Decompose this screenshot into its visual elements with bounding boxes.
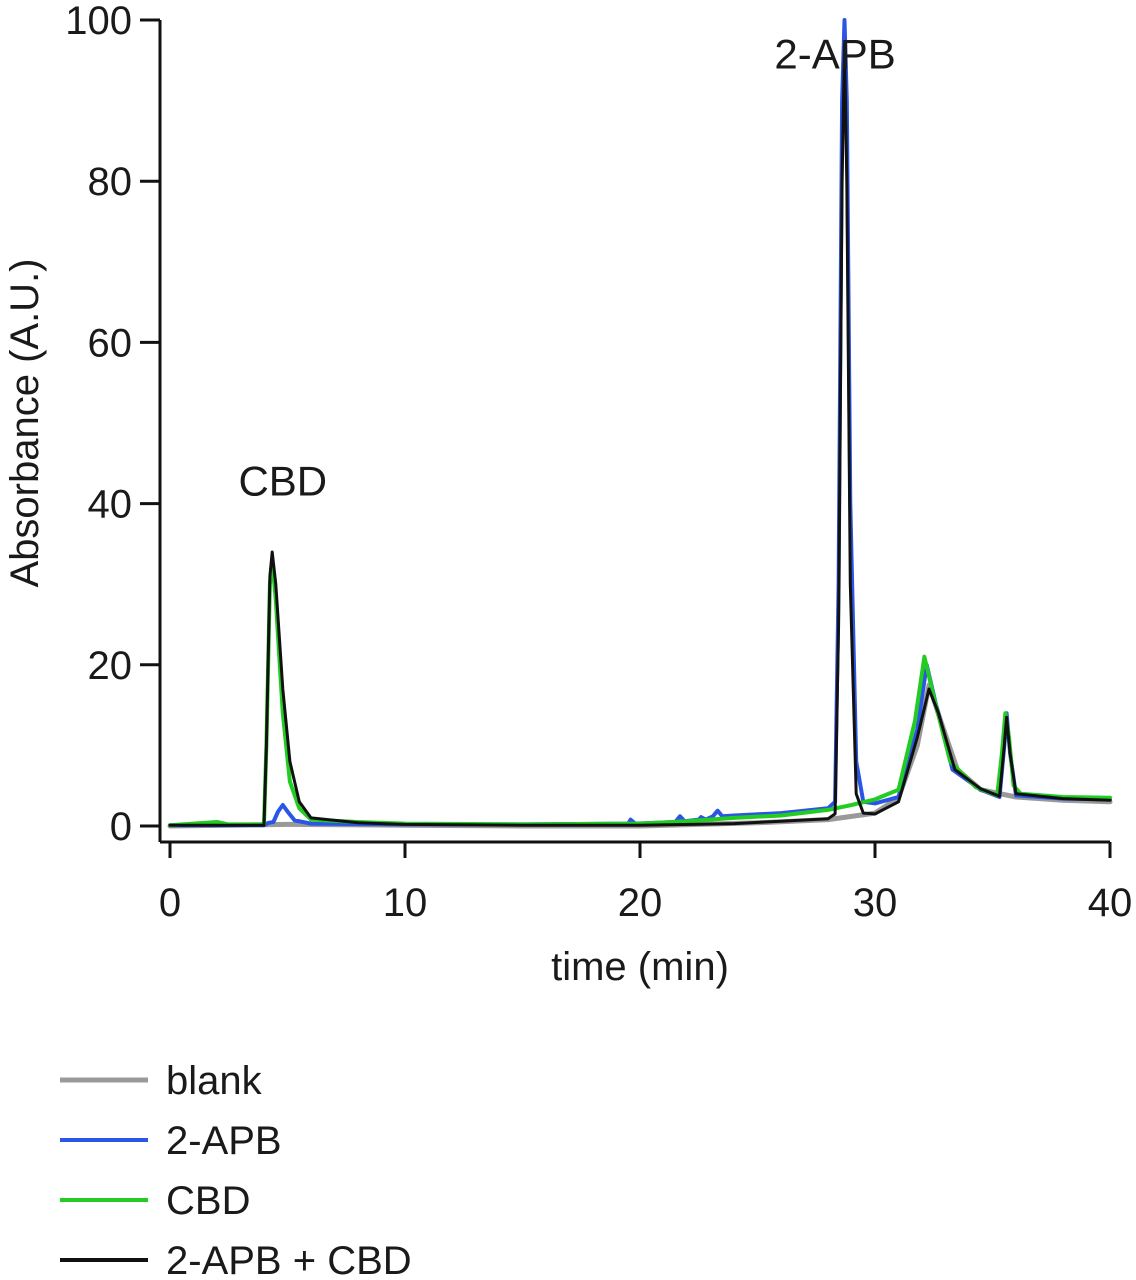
x-tick-label: 40 <box>1088 881 1133 925</box>
legend: blank 2-APB CBD 2-APB + CBD <box>60 1059 412 1280</box>
legend-label: CBD <box>166 1179 250 1223</box>
annotation-label: CBD <box>238 458 327 505</box>
annotation-label: 2-APB <box>774 30 895 77</box>
series-layer <box>167 18 1113 829</box>
y-tick-label: 60 <box>88 321 133 365</box>
series-line-cbd <box>168 558 1112 828</box>
legend-label: 2-APB <box>166 1119 282 1163</box>
series-line-blank <box>167 682 1113 829</box>
axes <box>158 20 1110 844</box>
x-tick-label: 30 <box>853 881 898 925</box>
annotations: CBD 2-APB <box>238 30 895 504</box>
x-ticks: 0 10 20 30 40 <box>159 842 1132 925</box>
x-tick-label: 10 <box>383 881 428 925</box>
legend-label: 2-APB + CBD <box>166 1239 412 1280</box>
y-ticks: 0 20 40 60 80 100 <box>65 0 160 849</box>
x-tick-label: 0 <box>159 881 181 925</box>
x-tick-label: 20 <box>618 881 663 925</box>
y-tick-label: 80 <box>88 160 133 204</box>
series-line-2-apb-cbd <box>168 42 1112 827</box>
y-tick-label: 40 <box>88 483 133 527</box>
y-tick-label: 20 <box>88 644 133 688</box>
series-line-2-apb <box>168 18 1112 828</box>
y-axis-label: Absorbance (A.U.) <box>3 258 47 587</box>
x-axis-label: time (min) <box>551 945 729 989</box>
y-tick-label: 0 <box>110 805 132 849</box>
legend-label: blank <box>166 1059 263 1103</box>
y-tick-label: 100 <box>65 0 132 43</box>
